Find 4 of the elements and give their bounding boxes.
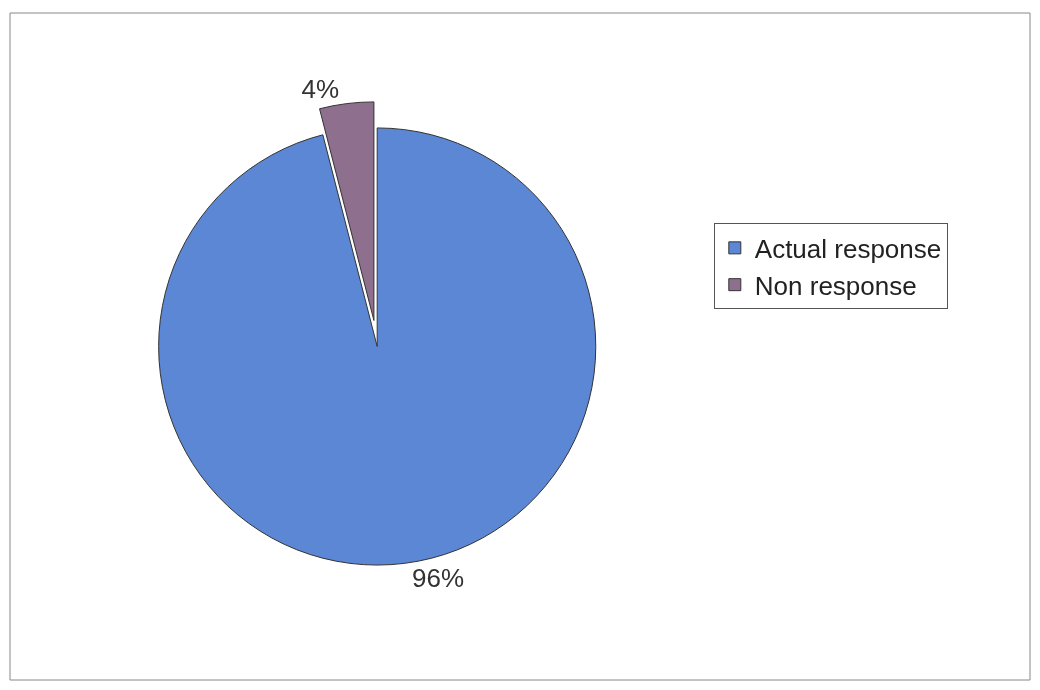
data-label: 96% — [412, 563, 465, 594]
data-label: 4% — [301, 73, 340, 104]
legend-label: Actual response — [754, 234, 942, 264]
legend-label: Non response — [754, 270, 917, 301]
